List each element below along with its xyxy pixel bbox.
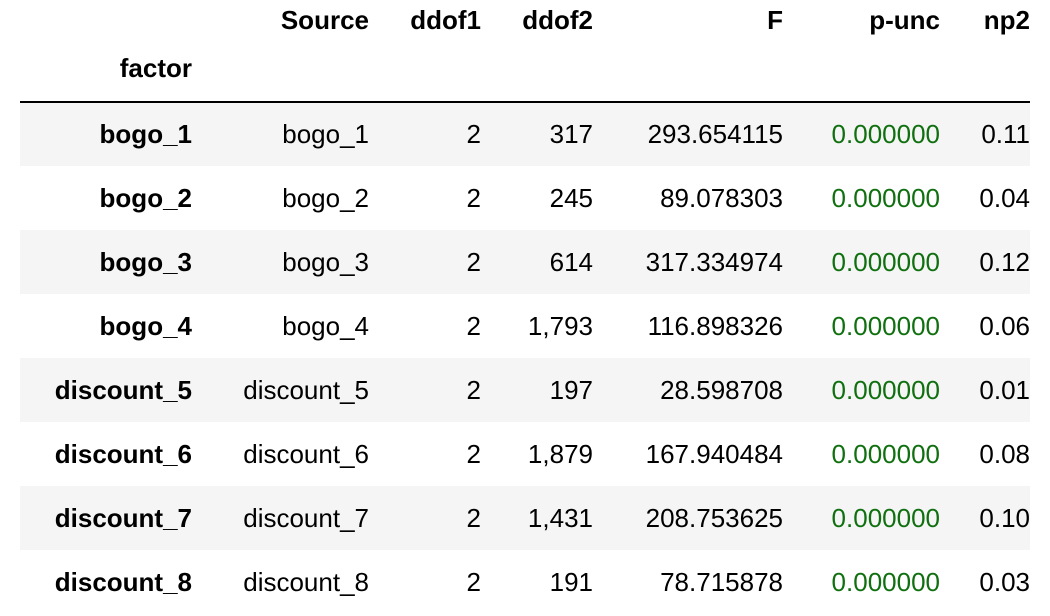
cell-source: discount_5 [243,374,369,405]
cell-source: bogo_3 [282,246,369,277]
cell-source: bogo_2 [282,182,369,213]
row-index: bogo_4 [99,310,192,341]
cell-f: 89.078303 [660,182,783,213]
cell-np2: 0.01 [979,374,1030,405]
cell-p-unc: 0.000000 [831,310,940,341]
cell-ddof2: 245 [549,182,593,213]
cell-ddof2: 191 [549,566,593,597]
cell-np2: 0.06 [979,310,1030,341]
cell-ddof1: 2 [466,246,481,277]
cell-ddof2: 1,879 [527,438,593,469]
cell-ddof1: 2 [466,374,481,405]
cell-p-unc: 0.000000 [831,182,940,213]
cell-ddof1: 2 [466,182,481,213]
cell-source: bogo_1 [282,119,369,149]
cell-f: 78.715878 [660,566,783,597]
cell-ddof2: 614 [549,246,593,277]
cell-p-unc: 0.000000 [831,246,940,277]
cell-np2: 0.03 [979,566,1030,597]
cell-np2: 0.08 [979,438,1030,469]
row-index: bogo_1 [99,119,192,149]
cell-np2: 0.12 [979,246,1030,277]
cell-ddof1: 2 [466,502,481,533]
table-row: discount_8 discount_8 2 191 78.715878 0.… [20,550,1030,614]
column-header-np2: np2 [983,5,1030,35]
table-row: discount_7 discount_7 2 1,431 208.753625… [20,486,1030,550]
cell-p-unc: 0.000000 [831,374,940,405]
cell-ddof1: 2 [466,566,481,597]
row-index: discount_6 [54,438,192,469]
cell-f: 208.753625 [645,502,783,533]
cell-source: discount_6 [243,438,369,469]
cell-np2: 0.11 [981,119,1030,149]
anova-results-table: Source ddof1 ddof2 F p-unc np2 factor bo… [20,0,1030,614]
column-header-row: Source ddof1 ddof2 F p-unc np2 [20,0,1030,36]
column-header-ddof1: ddof1 [410,5,481,35]
cell-ddof2: 1,431 [527,502,593,533]
cell-source: bogo_4 [282,310,369,341]
table-row: discount_6 discount_6 2 1,879 167.940484… [20,422,1030,486]
table-row: bogo_2 bogo_2 2 245 89.078303 0.000000 0… [20,166,1030,230]
cell-p-unc: 0.000000 [831,502,940,533]
cell-ddof1: 2 [466,119,481,149]
table-row: discount_5 discount_5 2 197 28.598708 0.… [20,358,1030,422]
column-header-ddof2: ddof2 [522,5,593,35]
cell-f: 293.654115 [647,119,783,149]
index-name-row: factor [20,36,1030,102]
cell-np2: 0.10 [979,502,1030,533]
cell-ddof1: 2 [466,438,481,469]
column-header-f: F [767,5,783,35]
row-index: bogo_3 [99,246,192,277]
cell-f: 116.898326 [647,310,783,341]
cell-p-unc: 0.000000 [831,119,940,149]
table-row: bogo_3 bogo_3 2 614 317.334974 0.000000 … [20,230,1030,294]
cell-f: 317.334974 [645,246,783,277]
row-index: discount_5 [54,374,192,405]
column-header-source: Source [280,5,369,35]
row-index: discount_8 [54,566,192,597]
cell-ddof1: 2 [466,310,481,341]
cell-ddof2: 317 [549,119,593,149]
cell-p-unc: 0.000000 [831,438,940,469]
table-row: bogo_1 bogo_1 2 317 293.654115 0.000000 … [20,102,1030,166]
cell-ddof2: 197 [549,374,593,405]
index-name-label: factor [119,53,192,83]
row-index: bogo_2 [99,182,192,213]
column-header-p-unc: p-unc [869,5,940,35]
cell-np2: 0.04 [979,182,1030,213]
cell-f: 167.940484 [645,438,783,469]
table-row: bogo_4 bogo_4 2 1,793 116.898326 0.00000… [20,294,1030,358]
cell-p-unc: 0.000000 [831,566,940,597]
index-header-blank [20,0,192,36]
cell-source: discount_8 [243,566,369,597]
cell-ddof2: 1,793 [527,310,593,341]
row-index: discount_7 [54,502,192,533]
cell-f: 28.598708 [660,374,783,405]
cell-source: discount_7 [243,502,369,533]
